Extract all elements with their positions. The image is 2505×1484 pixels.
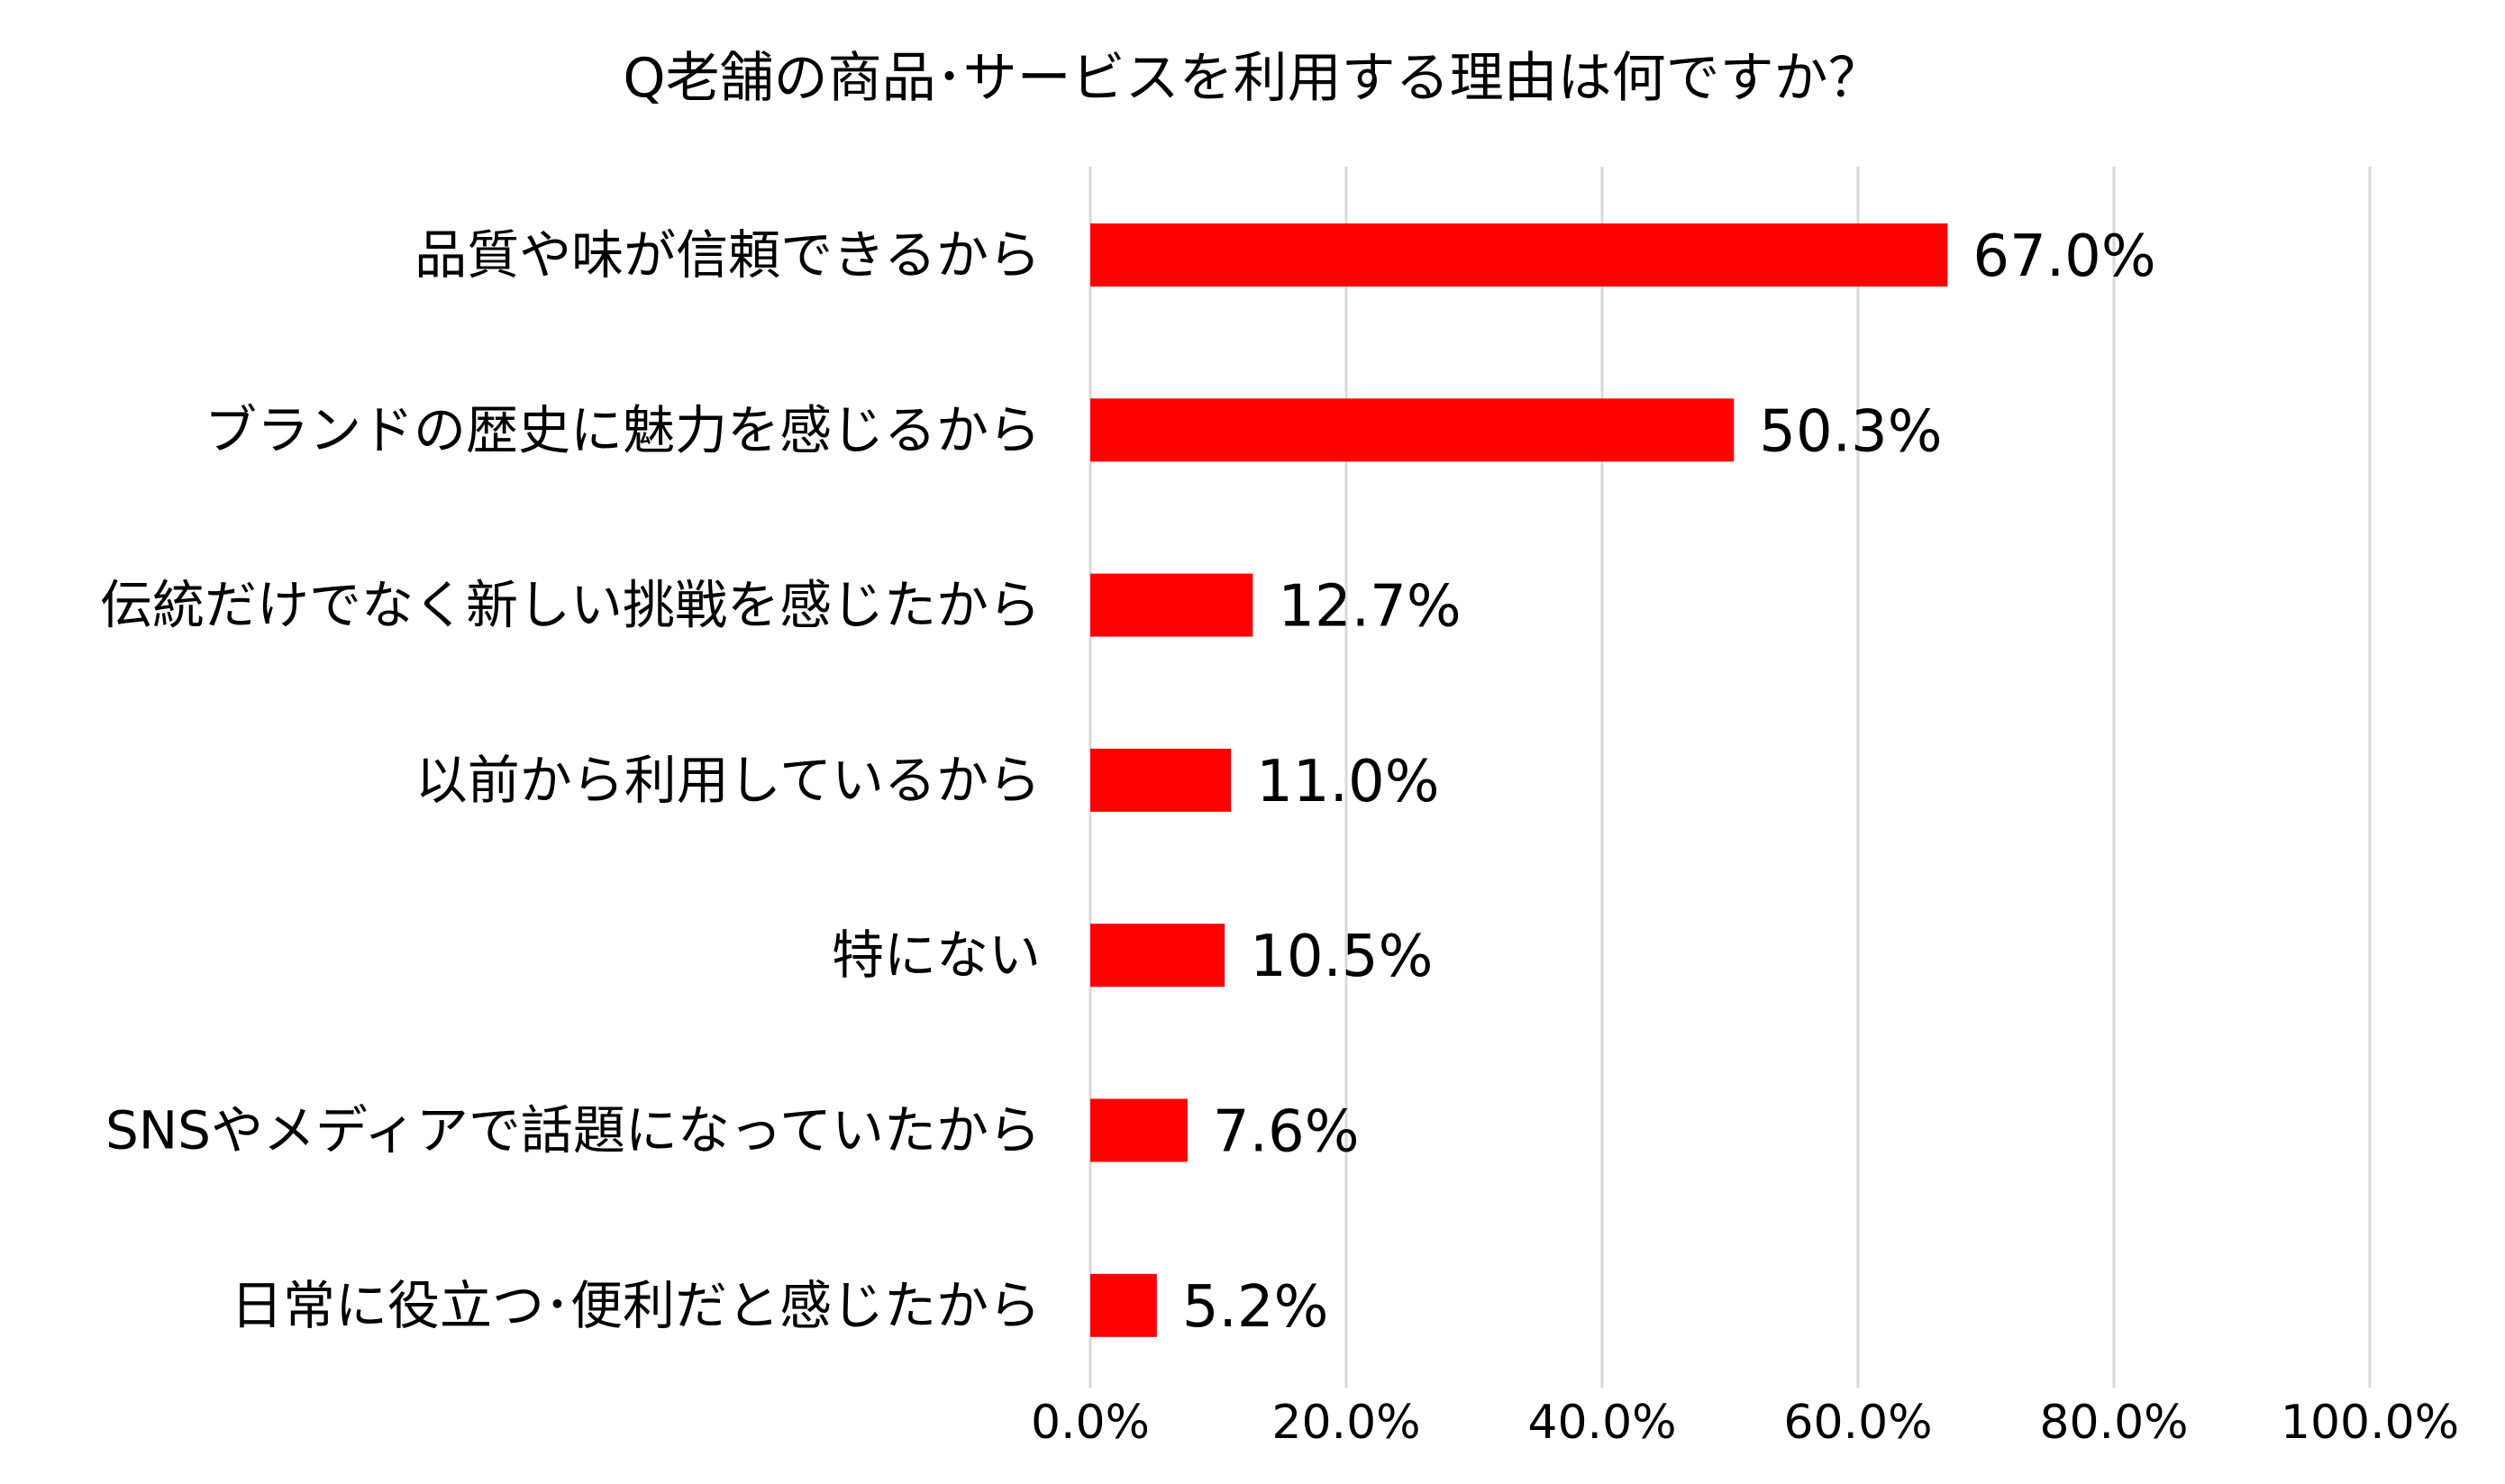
x-tick-label: 100.0% bbox=[2281, 1396, 2459, 1450]
x-tick-label: 40.0% bbox=[1527, 1396, 1676, 1450]
bar bbox=[1090, 1098, 1188, 1162]
category-label: 伝統だけでなく新しい挑戦を感じたから bbox=[100, 575, 1041, 636]
x-tick-label: 80.0% bbox=[2039, 1396, 2188, 1450]
chart-title: Q老舗の商品･サービスを利用する理由は何ですか？ bbox=[623, 47, 1882, 110]
category-label: ブランドの歴史に魅力を感じるから bbox=[205, 399, 1041, 460]
category-label: 特にない bbox=[832, 924, 1041, 986]
category-label: 以前から利用しているから bbox=[415, 750, 1041, 811]
data-label: 11.0% bbox=[1256, 749, 1439, 815]
data-label: 7.6% bbox=[1213, 1099, 1360, 1166]
bar bbox=[1090, 573, 1253, 637]
bar bbox=[1090, 223, 1948, 287]
category-label: 日常に役立つ･便利だと感じたから bbox=[231, 1275, 1041, 1336]
data-label: 5.2% bbox=[1182, 1274, 1329, 1341]
data-label: 67.0% bbox=[1972, 223, 2155, 290]
data-label: 12.7% bbox=[1278, 574, 1461, 641]
category-label: SNSやメディアで話題になっていたから bbox=[105, 1100, 1041, 1161]
x-tick-label: 60.0% bbox=[1783, 1396, 1932, 1450]
bar bbox=[1090, 398, 1735, 462]
data-label: 10.5% bbox=[1250, 924, 1433, 990]
x-tick-label: 20.0% bbox=[1271, 1396, 1420, 1450]
x-tick-label: 0.0% bbox=[1031, 1396, 1150, 1450]
bar bbox=[1090, 748, 1232, 812]
category-label: 品質や味が信頼できるから bbox=[414, 224, 1041, 286]
data-label: 50.3% bbox=[1759, 398, 1942, 465]
bar bbox=[1090, 1273, 1157, 1337]
bar bbox=[1090, 924, 1225, 988]
